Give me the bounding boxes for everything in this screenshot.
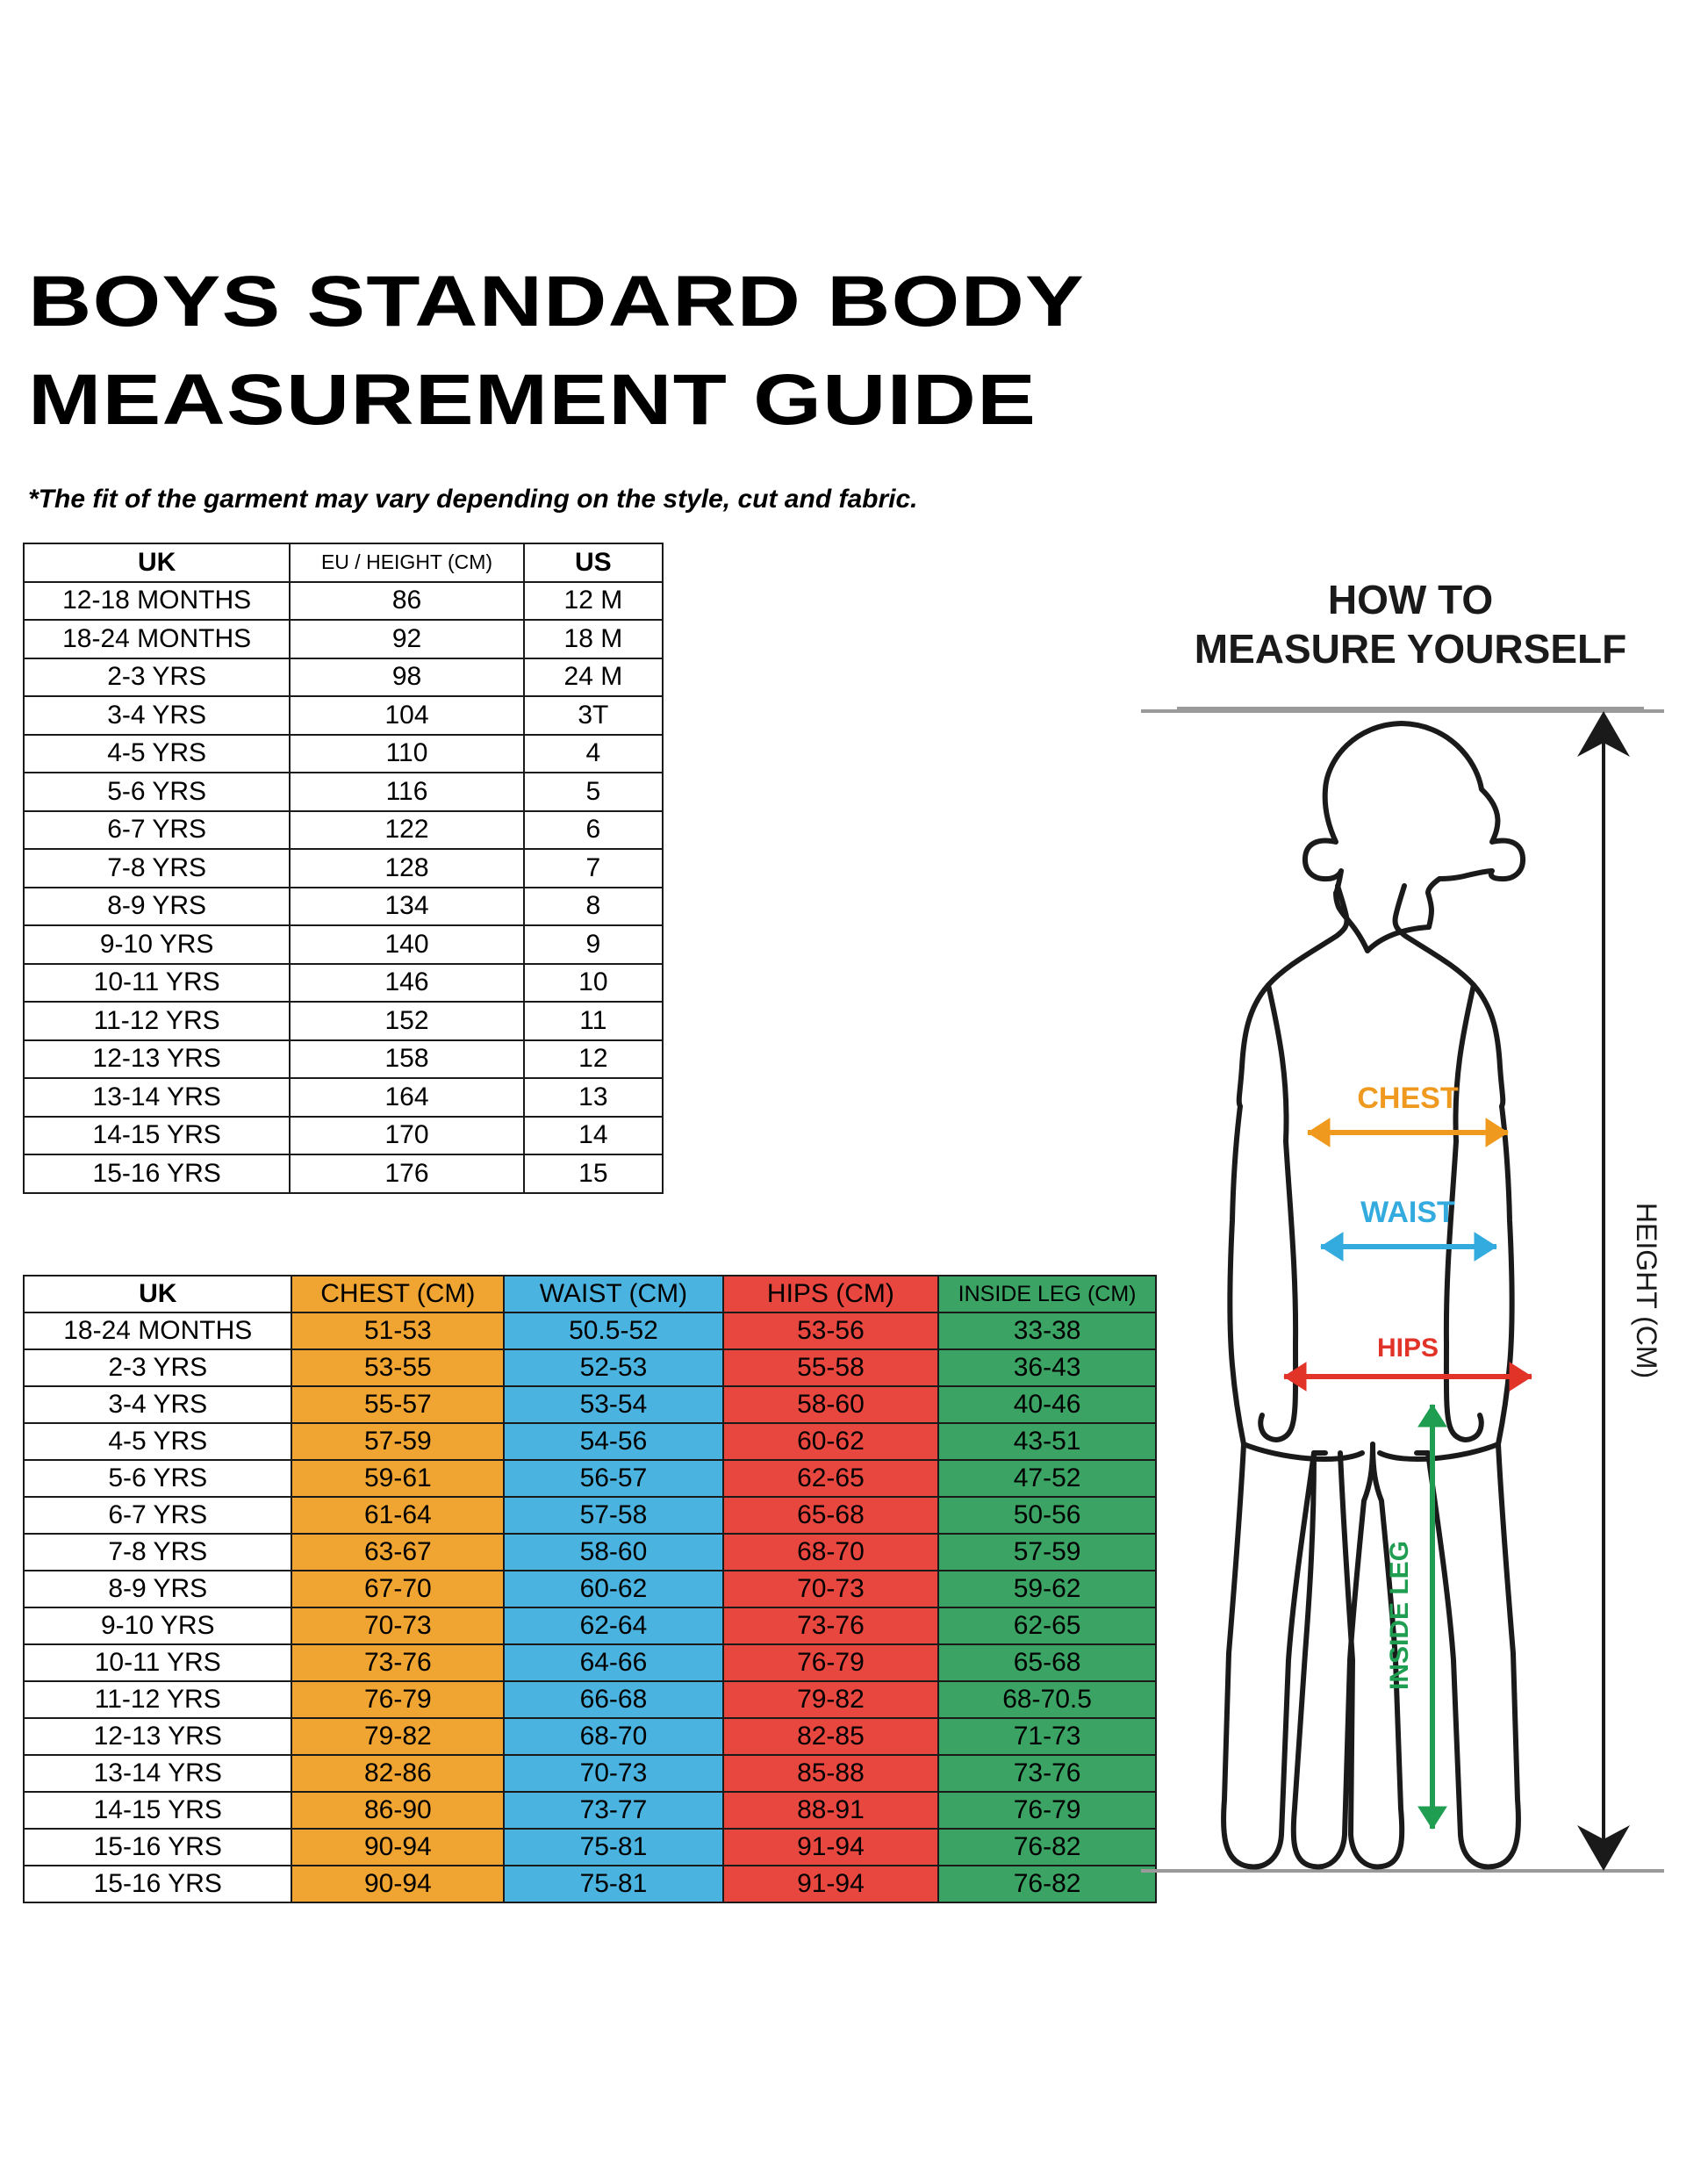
svg-text:CHEST: CHEST: [1357, 1082, 1458, 1115]
svg-text:HIPS: HIPS: [1377, 1334, 1439, 1363]
svg-text:INSIDE LEG: INSIDE LEG: [1385, 1541, 1414, 1690]
svg-text:WAIST: WAIST: [1360, 1196, 1455, 1229]
svg-text:HEIGHT (CM): HEIGHT (CM): [1631, 1203, 1662, 1378]
